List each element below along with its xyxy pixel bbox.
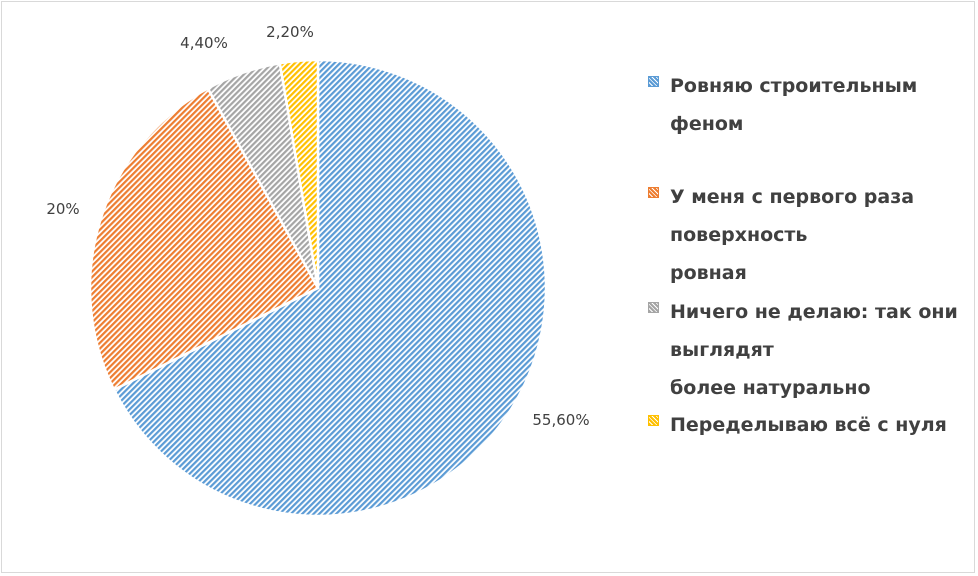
legend-label-line: У меня с первого раза <box>670 186 915 208</box>
data-labels: 55,60% 20% 4,40% 2,20% <box>46 23 589 429</box>
pie-slice-redo <box>278 58 320 289</box>
data-label-heat-gun: 55,60% <box>532 411 589 429</box>
pie-slice-heat-gun <box>112 58 548 518</box>
legend-label-line: ровная <box>670 262 747 284</box>
legend-label-line: поверхность <box>670 224 808 246</box>
legend-label-line: Переделываю всё с нуля <box>670 414 947 436</box>
data-label-first-time-smooth: 20% <box>46 200 79 218</box>
legend-label-line: выглядят <box>670 339 774 361</box>
legend-label-line: Ничего не делаю: так они <box>670 301 958 323</box>
pie-slices <box>88 58 548 518</box>
legend-swatch-redo <box>648 415 659 426</box>
legend-swatch-do-nothing <box>648 302 659 313</box>
legend: Ровняю строительным феном У меня с перво… <box>648 0 973 576</box>
legend-swatch-heat-gun <box>648 76 659 87</box>
data-label-redo: 2,20% <box>266 23 314 41</box>
legend-label-line: более натурально <box>670 377 871 399</box>
pie-slice-first-time-smooth <box>88 86 320 392</box>
data-label-do-nothing: 4,40% <box>180 34 228 52</box>
legend-label-line: феном <box>670 113 744 135</box>
legend-label-line: Ровняю строительным <box>670 75 918 97</box>
legend-swatch-first-time-smooth <box>648 187 659 198</box>
